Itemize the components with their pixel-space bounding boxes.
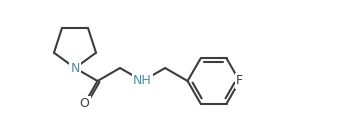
Text: N: N — [70, 61, 80, 74]
Text: NH: NH — [133, 74, 152, 88]
Text: O: O — [80, 97, 90, 110]
Text: F: F — [236, 74, 243, 88]
